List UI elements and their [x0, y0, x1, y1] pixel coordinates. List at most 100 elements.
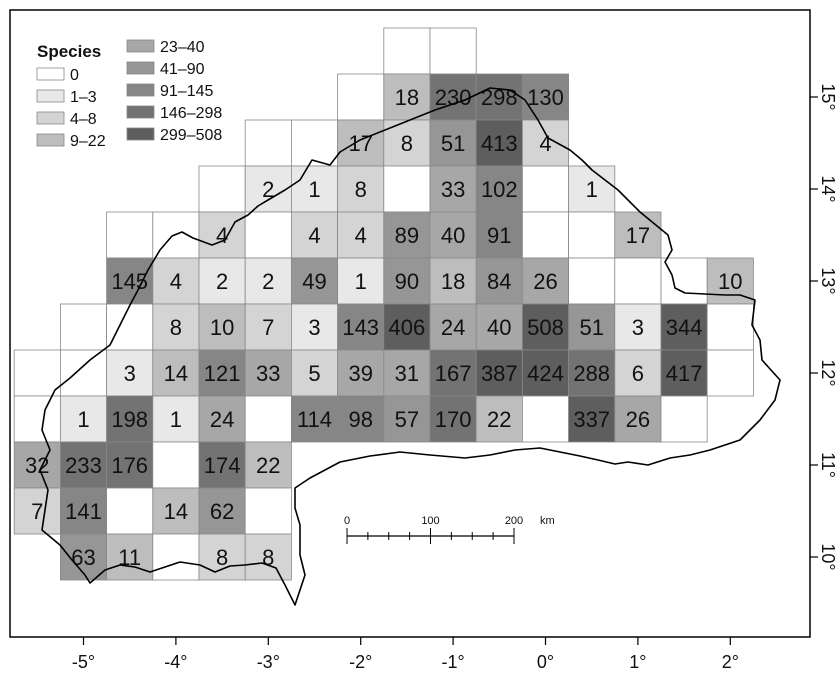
cell-species-count: 4	[170, 269, 182, 294]
legend-swatch	[126, 39, 155, 53]
cell-species-count: 143	[342, 315, 379, 340]
cell-species-count: 51	[579, 315, 603, 340]
grid-cell	[337, 119, 385, 167]
cell-species-count: 22	[487, 407, 511, 432]
grid-cell	[614, 211, 662, 259]
cell-species-count: 26	[626, 407, 650, 432]
grid-cell	[660, 257, 708, 305]
cell-species-count: 233	[65, 453, 102, 478]
grid-cell	[198, 303, 246, 351]
cell-species-count: 8	[355, 177, 367, 202]
cell-species-count: 1	[586, 177, 598, 202]
grid-cell	[429, 303, 477, 351]
cell-species-count: 31	[395, 361, 419, 386]
grid-cell	[568, 211, 616, 259]
cell-species-count: 4	[539, 131, 551, 156]
cell-species-count: 387	[481, 361, 518, 386]
cell-species-count: 2	[216, 269, 228, 294]
grid-cell	[660, 395, 708, 443]
grid-cell	[337, 73, 385, 121]
grid-cell	[290, 211, 338, 259]
cell-species-count: 3	[632, 315, 644, 340]
grid-cell	[383, 395, 431, 443]
grid-cell	[522, 165, 570, 213]
cell-species-count: 4	[308, 223, 320, 248]
legend-title: Species	[37, 42, 101, 61]
cell-species-count: 1	[308, 177, 320, 202]
cell-species-count: 51	[441, 131, 465, 156]
legend-label: 91–145	[160, 83, 213, 100]
grid-cell	[198, 487, 246, 535]
grid-cell	[429, 257, 477, 305]
grid-cell	[290, 395, 338, 443]
grid-cell	[106, 303, 154, 351]
grid-cell	[106, 349, 154, 397]
grid-cell	[337, 165, 385, 213]
grid-cell	[614, 395, 662, 443]
grid-cell	[383, 165, 431, 213]
grid-cell	[429, 211, 477, 259]
grid-cell	[568, 257, 616, 305]
legend-swatch	[126, 83, 155, 97]
cell-species-count: 18	[395, 85, 419, 110]
longitude-tick-label: -5°	[72, 652, 95, 672]
cell-species-count: 10	[718, 269, 742, 294]
cell-species-count: 32	[25, 453, 49, 478]
longitude-tick-label: -2°	[349, 652, 372, 672]
cell-species-count: 7	[262, 315, 274, 340]
latitude-tick-label: 14°	[818, 175, 837, 202]
cell-species-count: 198	[111, 407, 148, 432]
cell-species-count: 89	[395, 223, 419, 248]
grid-cell	[198, 533, 246, 581]
grid-cell	[383, 349, 431, 397]
cell-species-count: 8	[170, 315, 182, 340]
cell-species-count: 40	[441, 223, 465, 248]
grid-cell	[106, 533, 154, 581]
grid-cell	[290, 119, 338, 167]
cell-species-count: 337	[573, 407, 610, 432]
cell-species-count: 102	[481, 177, 518, 202]
cell-species-count: 344	[666, 315, 703, 340]
grid-cell	[383, 257, 431, 305]
grid-cell	[13, 349, 61, 397]
grid-cell	[475, 73, 523, 121]
grid-cell	[152, 441, 200, 489]
cell-species-count: 176	[111, 453, 148, 478]
grid-cell	[475, 349, 523, 397]
scale-bar-label: 200	[505, 515, 523, 527]
cell-species-count: 39	[348, 361, 372, 386]
longitude-axis: -5° -4° -3° -2° -1° 0° 1° 2°	[72, 637, 739, 672]
grid-cell	[568, 395, 616, 443]
cell-species-count: 62	[210, 499, 234, 524]
grid-cell	[60, 349, 108, 397]
cell-species-count: 33	[441, 177, 465, 202]
grid-cell	[244, 441, 292, 489]
grid-cell	[522, 211, 570, 259]
cell-species-count: 98	[348, 407, 372, 432]
legend-swatch	[126, 105, 155, 119]
cell-species-count: 288	[573, 361, 610, 386]
cell-species-count: 508	[527, 315, 564, 340]
cell-species-count: 14	[164, 361, 188, 386]
grid-cell	[475, 395, 523, 443]
scale-bar: 0 100 200 km	[344, 515, 555, 544]
longitude-tick-label: -3°	[257, 652, 280, 672]
grid-cell	[244, 211, 292, 259]
legend-label: 41–90	[160, 61, 205, 78]
legend-label: 299–508	[160, 127, 222, 144]
grid-cell	[244, 119, 292, 167]
grid-cell	[60, 487, 108, 535]
grid-cell	[706, 303, 754, 351]
cell-species-count: 17	[626, 223, 650, 248]
legend-swatch	[126, 127, 155, 141]
latitude-tick-label: 15°	[818, 83, 837, 110]
latitude-axis: 10° 11° 12° 13° 14° 15°	[810, 83, 837, 571]
longitude-tick-label: -1°	[441, 652, 464, 672]
longitude-tick-label: -4°	[164, 652, 187, 672]
legend-swatch	[36, 111, 65, 125]
cell-species-count: 5	[308, 361, 320, 386]
grid-cell	[522, 73, 570, 121]
cell-species-count: 14	[164, 499, 188, 524]
